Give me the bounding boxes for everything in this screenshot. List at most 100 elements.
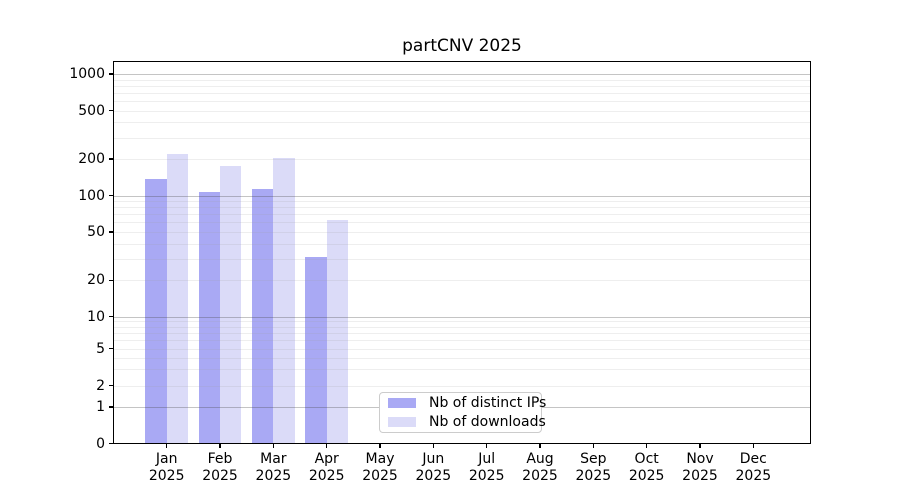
x-tick-month: Jul	[478, 451, 496, 467]
x-tick-label: Aug 2025	[510, 451, 570, 485]
gridline-minor	[113, 222, 811, 224]
legend-label-distinct-ips: Nb of distinct IPs	[429, 395, 547, 411]
x-tick-mark	[326, 444, 328, 448]
gridline-minor	[113, 214, 811, 216]
x-tick-mark	[699, 444, 701, 448]
x-tick-mark	[539, 444, 541, 448]
gridline-minor	[113, 137, 811, 139]
x-tick-label: Jul 2025	[457, 451, 517, 485]
x-tick-label: Oct 2025	[617, 451, 677, 485]
gridline-major	[113, 74, 811, 75]
x-tick-label: Jan 2025	[137, 451, 197, 485]
y-tick-mark	[109, 110, 113, 112]
x-tick-month: Dec	[739, 451, 767, 467]
y-tick-mark	[109, 442, 113, 445]
x-tick-year: 2025	[522, 468, 558, 484]
chart-title: partCNV 2025	[402, 36, 522, 56]
y-tick-label: 500	[78, 102, 105, 119]
gridline-minor	[113, 232, 811, 234]
y-tick-mark	[109, 315, 113, 318]
x-tick-year: 2025	[468, 468, 505, 484]
x-tick-label: Apr 2025	[297, 451, 357, 485]
bar-distinct-ips	[198, 192, 221, 444]
x-tick-month: May	[365, 451, 395, 467]
legend-item-distinct-ips: Nb of distinct IPs	[386, 395, 546, 411]
y-tick-mark	[109, 195, 113, 197]
bar-downloads	[326, 219, 348, 444]
y-tick-label: 10	[87, 308, 105, 325]
x-tick-year: 2025	[255, 468, 292, 484]
y-tick-label: 1	[96, 399, 105, 415]
bar-distinct-ips	[305, 257, 327, 444]
plot-area	[113, 61, 811, 444]
x-tick-month: Jun	[422, 451, 445, 467]
x-tick-month: Mar	[260, 451, 287, 467]
gridline-minor	[113, 332, 811, 334]
y-tick-mark	[109, 158, 113, 160]
gridline-minor	[113, 340, 811, 342]
x-tick-year: 2025	[735, 468, 772, 484]
x-tick-year: 2025	[682, 468, 718, 484]
gridline-minor	[113, 321, 811, 323]
y-tick-label: 1000	[69, 66, 105, 82]
bar-downloads	[273, 158, 295, 444]
bar-downloads	[166, 154, 188, 444]
y-tick-label: 50	[87, 224, 105, 241]
x-tick-year: 2025	[628, 468, 665, 484]
y-tick-mark	[109, 231, 113, 233]
x-tick-mark	[272, 444, 274, 448]
y-tick-mark	[109, 73, 113, 75]
gridline-minor	[113, 280, 811, 282]
gridline-minor	[113, 326, 811, 328]
x-tick-year: 2025	[362, 468, 398, 484]
x-tick-label: Mar 2025	[243, 451, 303, 485]
x-tick-label: Sep 2025	[563, 451, 623, 485]
y-tick-label: 5	[96, 340, 105, 357]
x-tick-month: Sep	[580, 451, 607, 467]
gridline-minor	[113, 258, 811, 260]
gridline-minor	[113, 110, 811, 112]
x-tick-label: Dec 2025	[723, 451, 783, 485]
y-tick-label: 100	[78, 187, 105, 204]
x-tick-month: Nov	[686, 451, 714, 467]
legend: Nb of distinct IPs Nb of downloads	[379, 392, 546, 433]
x-tick-year: 2025	[575, 468, 612, 484]
y-tick-label: 200	[78, 151, 105, 168]
x-tick-label: May 2025	[350, 451, 410, 485]
x-tick-label: Nov 2025	[670, 451, 730, 485]
gridline-minor	[113, 348, 811, 350]
x-tick-label: Feb 2025	[190, 451, 250, 485]
x-tick-mark	[752, 444, 754, 448]
x-tick-month: Jan	[155, 451, 178, 467]
gridline-minor	[113, 122, 811, 124]
y-tick-label: 20	[87, 272, 105, 289]
x-tick-year: 2025	[148, 468, 185, 484]
y-tick-mark	[109, 406, 113, 408]
y-tick-mark	[109, 384, 113, 387]
gridline-minor	[113, 159, 811, 161]
legend-item-downloads: Nb of downloads	[386, 414, 546, 430]
x-tick-year: 2025	[415, 468, 452, 484]
gridline-minor	[113, 79, 811, 81]
x-tick-mark	[166, 444, 168, 448]
x-tick-year: 2025	[202, 468, 238, 484]
x-tick-year: 2025	[308, 468, 345, 484]
gridline-minor	[113, 100, 811, 102]
x-tick-month: Feb	[207, 451, 233, 467]
x-tick-month: Oct	[634, 451, 659, 467]
distinct-ips-swatch	[388, 398, 416, 408]
gridline-major	[113, 316, 811, 318]
gridline-major	[113, 195, 811, 197]
gridline-minor	[113, 243, 811, 245]
x-tick-mark	[219, 444, 221, 448]
x-tick-month: Apr	[314, 451, 339, 467]
gridline-minor	[113, 357, 811, 359]
y-tick-label: 2	[96, 377, 105, 394]
x-tick-mark	[379, 444, 381, 448]
x-tick-mark	[432, 444, 434, 448]
y-tick-mark	[109, 279, 113, 281]
x-tick-label: Jun 2025	[403, 451, 463, 485]
y-tick-label: 0	[96, 435, 105, 452]
gridline-minor	[113, 201, 811, 203]
